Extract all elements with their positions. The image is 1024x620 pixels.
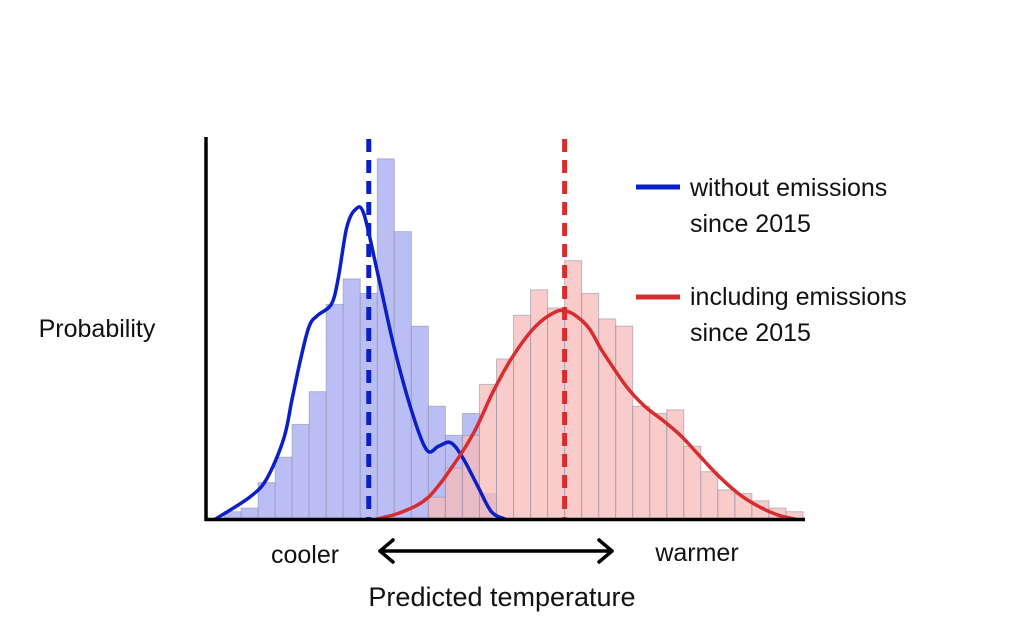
density-curve-without (213, 205, 507, 521)
histogram-bar-including (700, 471, 719, 520)
histogram-bar-including (649, 412, 668, 520)
histogram-bars (223, 158, 804, 520)
double-arrow-icon (378, 538, 614, 564)
histogram-bar-without (325, 303, 344, 520)
density-curves (213, 205, 797, 521)
x-axis-right-label: warmer (654, 539, 738, 567)
legend-label-line2: since 2015 (690, 319, 811, 347)
histogram-bar-including (683, 445, 702, 520)
histogram-bar-including (547, 307, 566, 520)
density-curve-including (375, 308, 797, 521)
mean-lines (366, 139, 568, 519)
histogram-bar-including (717, 489, 736, 520)
histogram-bar-including (427, 496, 446, 520)
legend-label-line1: including emissions (690, 283, 907, 311)
legend-item-including-emissions: including emissions since 2015 (636, 283, 907, 347)
histogram-bar-without (342, 278, 361, 520)
histogram-bar-including (615, 325, 634, 520)
legend: without emissions since 2015 including e… (636, 174, 907, 347)
legend-label-line1: without emissions (689, 174, 887, 202)
x-axis-label: Predicted temperature (368, 582, 635, 612)
histogram-bar-including (632, 405, 651, 520)
histogram-bar-without (308, 391, 327, 520)
legend-label-line2: since 2015 (690, 210, 811, 238)
histogram-bar-without (240, 507, 259, 520)
y-axis-label: Probability (39, 315, 156, 343)
legend-item-without-emissions: without emissions since 2015 (636, 174, 887, 238)
histogram-bar-including (564, 260, 583, 520)
histogram-bar-without (274, 456, 293, 520)
x-axis-left-label: cooler (271, 541, 339, 569)
histogram-bar-without (291, 423, 310, 520)
